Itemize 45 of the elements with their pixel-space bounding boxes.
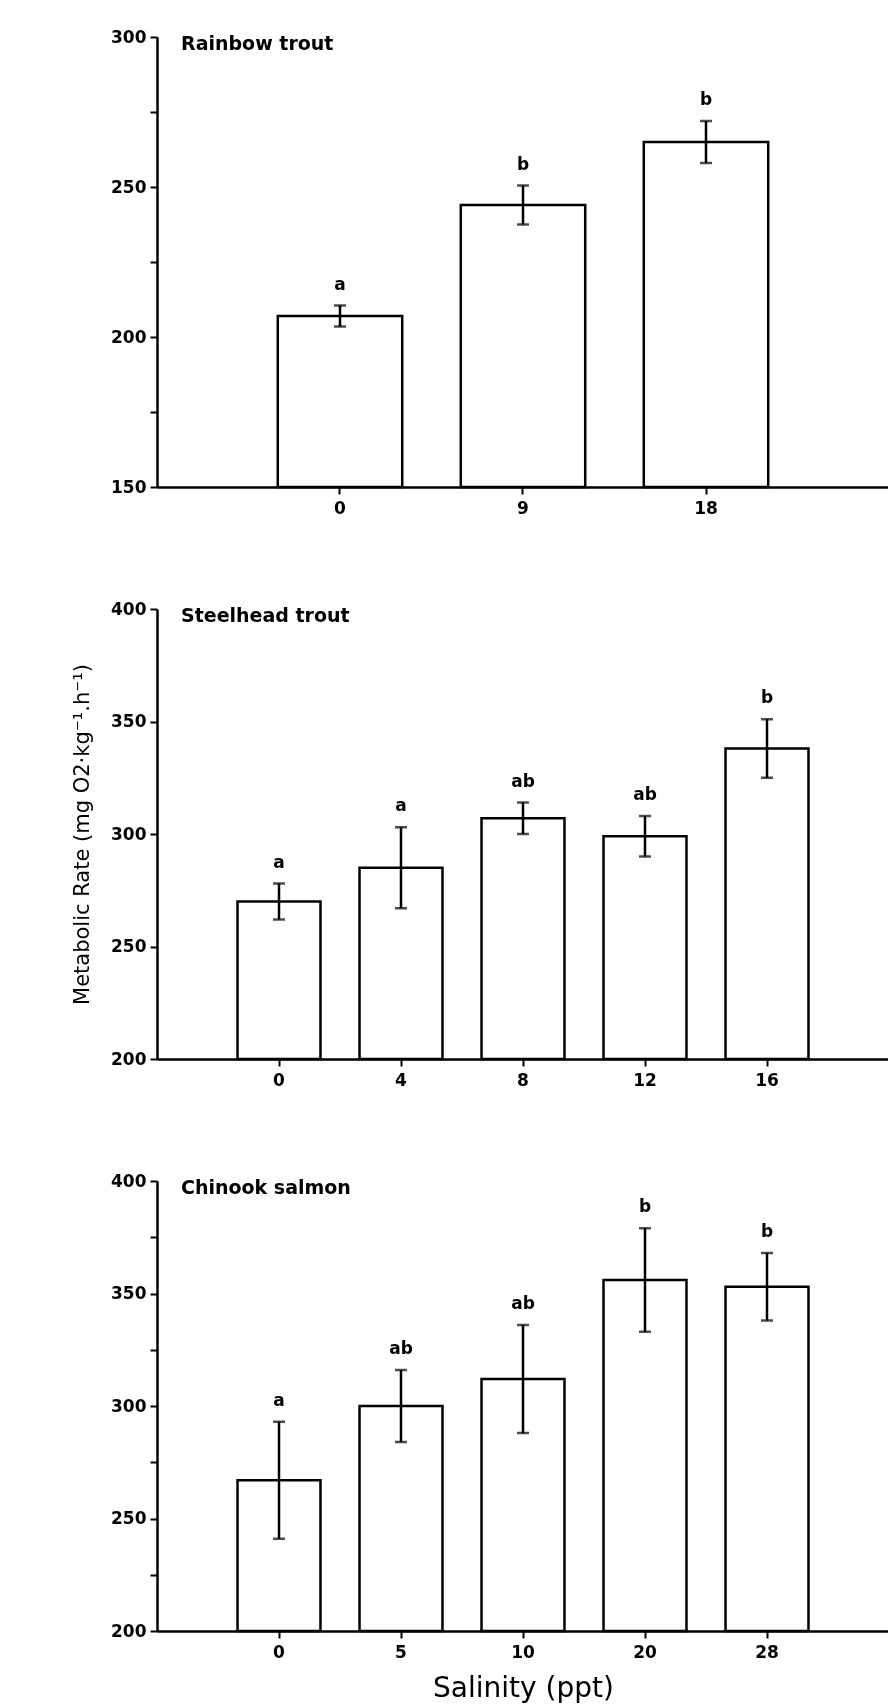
annotation: b — [638, 1196, 652, 1217]
chart-title: Chinook salmon — [181, 1176, 351, 1198]
y-tick-label: 250 — [111, 936, 147, 956]
annotation: a — [395, 795, 407, 816]
annotation: a — [273, 1389, 285, 1410]
x-tick-label: 0 — [334, 497, 347, 518]
annotation: ab — [511, 770, 535, 791]
y-tick-label: 200 — [111, 1620, 147, 1641]
annotation: b — [760, 687, 774, 708]
y-tick-label: 400 — [111, 598, 147, 619]
annotation: b — [516, 153, 530, 174]
x-tick-label: 4 — [395, 1069, 408, 1090]
y-tick-label: 300 — [111, 823, 147, 844]
annotation: a — [334, 273, 346, 294]
y-tick-label: 300 — [111, 1395, 147, 1416]
x-tick-label: 0 — [273, 1641, 286, 1662]
x-tick-label: 28 — [755, 1641, 779, 1662]
y-tick-label: 250 — [111, 176, 147, 197]
x-tick-label: 18 — [694, 497, 718, 518]
annotation: b — [760, 1221, 774, 1241]
y-tick-label: 200 — [111, 1048, 147, 1069]
annotation: b — [699, 89, 713, 109]
y-axis-title: Metabolic Rate (mg O2·kg⁻¹.h⁻¹) — [70, 664, 95, 1005]
annotation: ab — [389, 1338, 413, 1358]
x-axis-title: Salinity (ppt) — [433, 1670, 614, 1704]
chart-title: Steelhead trout — [181, 604, 350, 626]
annotation: a — [273, 851, 285, 872]
x-tick-label: 10 — [511, 1641, 535, 1662]
x-tick-label: 16 — [755, 1069, 779, 1090]
y-tick-label: 300 — [111, 26, 147, 47]
y-tick-label: 400 — [111, 1170, 147, 1191]
y-tick-label: 250 — [111, 1508, 147, 1528]
y-tick-label: 150 — [111, 476, 147, 497]
annotation: ab — [633, 784, 657, 804]
x-tick-label: 20 — [633, 1641, 657, 1662]
y-tick-label: 350 — [111, 1283, 147, 1303]
x-tick-label: 5 — [395, 1641, 407, 1662]
x-tick-label: 8 — [517, 1069, 529, 1090]
x-tick-label: 12 — [633, 1069, 657, 1090]
x-tick-label: 0 — [273, 1069, 286, 1090]
y-tick-label: 350 — [111, 711, 147, 731]
annotation: ab — [511, 1293, 535, 1313]
chart-title: Rainbow trout — [181, 32, 334, 54]
x-tick-label: 9 — [517, 497, 529, 518]
y-tick-label: 200 — [111, 326, 147, 347]
